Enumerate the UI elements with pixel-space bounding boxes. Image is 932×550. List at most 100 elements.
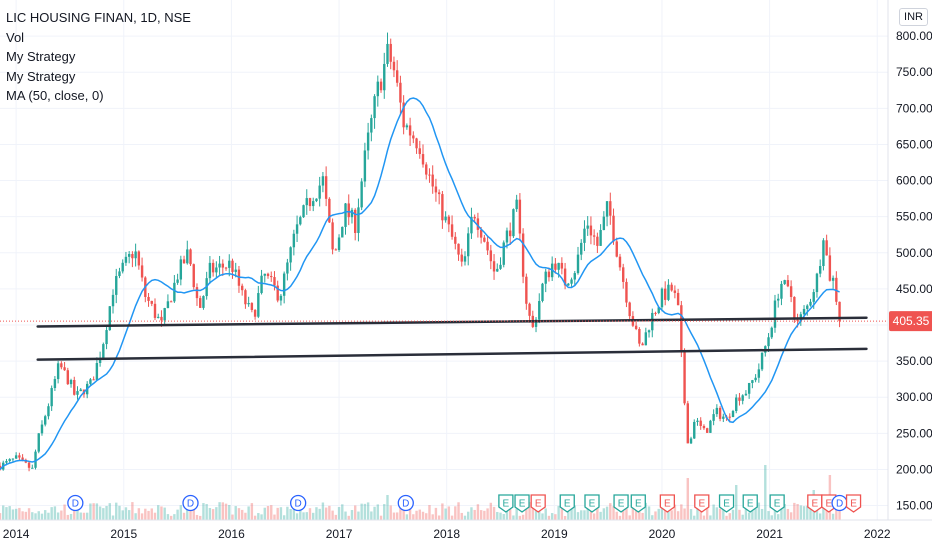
candle-body (366, 132, 370, 151)
candle-body (447, 216, 451, 225)
candle-body (538, 301, 541, 320)
candle-body (182, 259, 186, 264)
volume-bar (224, 503, 228, 520)
event-label: D (72, 499, 79, 510)
time-axis: 2014 2015 2016 2017 2018 2019 2020 2021 2022 (0, 519, 932, 541)
candle-body (521, 233, 525, 277)
candle-body (783, 280, 786, 284)
volume-bar (641, 512, 644, 520)
candle-body (373, 96, 376, 119)
candle-body (105, 330, 108, 345)
earnings-marker[interactable]: E (769, 494, 785, 513)
volume-bar (428, 505, 431, 520)
dividend-marker[interactable]: D (182, 494, 199, 512)
candle-body (40, 424, 44, 434)
earnings-marker[interactable]: E (530, 494, 546, 513)
volume-bar (502, 514, 505, 520)
earnings-marker[interactable]: E (659, 494, 675, 513)
candle-body (450, 224, 454, 237)
candle-body (705, 428, 709, 433)
y-tick-label: 200.00 (896, 462, 932, 476)
y-tick-label: 650.00 (896, 137, 932, 151)
volume-bar (718, 508, 722, 520)
dividend-marker[interactable]: D (397, 494, 414, 512)
volume-bar (534, 510, 538, 520)
y-tick-label: 500.00 (896, 246, 932, 260)
candle-body (179, 259, 183, 280)
earnings-marker[interactable]: E (584, 494, 600, 513)
candle-body (399, 82, 402, 103)
volume-bar (505, 505, 509, 520)
earnings-marker[interactable]: E (559, 494, 575, 513)
volume-bar (773, 504, 777, 520)
volume-bar (757, 502, 761, 520)
candle-body (263, 273, 266, 276)
candle-body (137, 251, 141, 266)
volume-bar (202, 503, 205, 520)
volume-bar (405, 514, 409, 520)
indicator-vol[interactable]: Vol (6, 29, 25, 45)
volume-bar (383, 504, 386, 520)
earnings-marker[interactable]: E (630, 494, 646, 513)
candle-body (554, 263, 557, 270)
earnings-marker[interactable]: E (613, 494, 629, 513)
volume-bar (279, 507, 283, 520)
x-tick-label: 2016 (218, 527, 245, 541)
candle-body (544, 271, 547, 284)
candle-body (21, 457, 24, 460)
volume-bar (663, 505, 667, 520)
volume-bar (150, 508, 153, 520)
volume-bar (98, 506, 102, 520)
volume-bar (63, 504, 66, 520)
indicator-strategy-2[interactable]: My Strategy (6, 68, 76, 84)
candle-body (73, 380, 76, 395)
earnings-marker[interactable]: E (742, 494, 758, 513)
volume-bar (531, 503, 534, 520)
volume-bar (447, 506, 451, 520)
event-label: D (402, 499, 409, 510)
candle-body (331, 222, 334, 250)
candle-body (163, 308, 166, 321)
candle-body (686, 403, 689, 444)
earnings-marker[interactable]: E (694, 494, 710, 513)
volume-bar (60, 510, 63, 520)
earnings-marker[interactable]: E (514, 494, 530, 513)
candle-body (405, 125, 409, 128)
candle-body (363, 150, 367, 182)
earnings-marker[interactable]: E (821, 494, 837, 513)
dividend-marker[interactable]: D (290, 494, 307, 512)
volume-bar (211, 509, 215, 520)
earnings-marker[interactable]: E (807, 494, 823, 513)
volume-bar (237, 508, 241, 520)
volume-bar (18, 507, 21, 520)
volume-bar (715, 507, 719, 520)
earnings-marker[interactable]: E (845, 494, 862, 513)
currency-button[interactable]: INR (899, 8, 928, 26)
volume-bar (73, 503, 76, 520)
dividend-marker[interactable]: D (67, 494, 84, 512)
volume-bar (618, 515, 622, 520)
volume-bar (644, 502, 648, 520)
candle-body (489, 250, 493, 262)
candle-body (693, 421, 696, 439)
volume-bar (111, 515, 115, 520)
candle-body (56, 363, 60, 380)
event-label: E (503, 499, 510, 510)
candle-body (344, 203, 347, 227)
volume-bar (722, 508, 725, 520)
volume-bar (476, 504, 480, 520)
candle-body (534, 319, 538, 327)
earnings-marker[interactable]: E (498, 494, 514, 513)
symbol-title[interactable]: LIC HOUSING FINAN, 1D, NSE (6, 10, 191, 25)
indicator-ma[interactable]: MA (50, close, 0) (6, 88, 104, 103)
candle-body (434, 186, 438, 193)
candle-body (76, 391, 79, 395)
volume-bar (56, 512, 60, 520)
volume-bar (741, 514, 744, 520)
indicator-strategy-1[interactable]: My Strategy (6, 49, 76, 64)
candle-body (350, 209, 354, 218)
dividend-marker[interactable]: D (831, 494, 848, 512)
volume-bar (163, 507, 166, 520)
earnings-marker[interactable]: E (718, 494, 735, 513)
